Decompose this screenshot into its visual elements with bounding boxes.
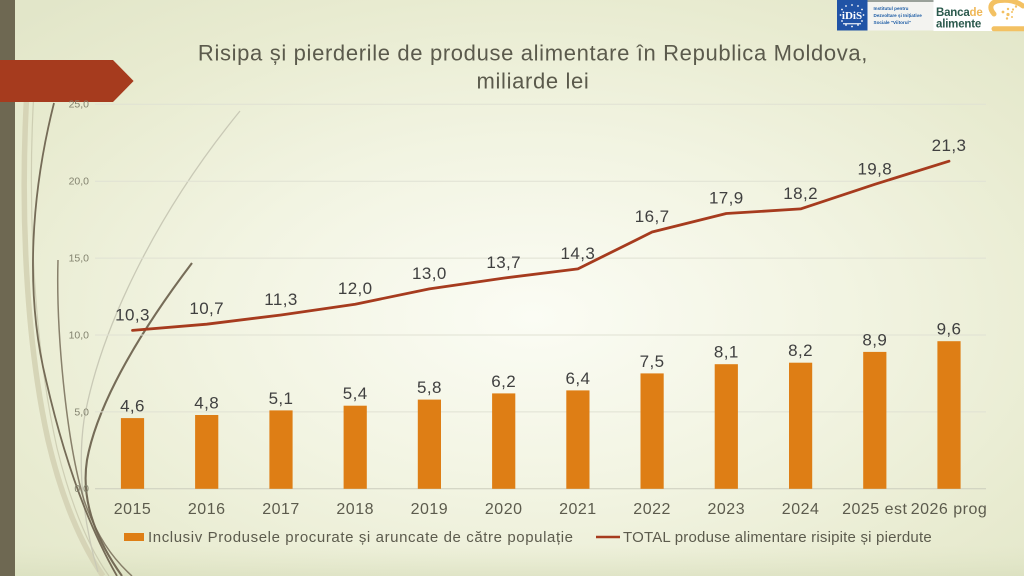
svg-text:0,0: 0,0 [74, 483, 89, 495]
svg-text:miliarde lei: miliarde lei [477, 69, 590, 94]
svg-text:Risipa și pierderile de produs: Risipa și pierderile de produse alimenta… [198, 41, 868, 66]
svg-text:17,9: 17,9 [709, 189, 744, 208]
svg-text:TOTAL produse alimentare risip: TOTAL produse alimentare risipite și pie… [623, 529, 932, 546]
svg-text:2025 est: 2025 est [842, 501, 907, 518]
svg-text:20,0: 20,0 [69, 176, 90, 188]
svg-text:Inclusiv Produsele procurate ș: Inclusiv Produsele procurate și aruncate… [148, 529, 574, 546]
svg-text:13,0: 13,0 [412, 264, 447, 283]
svg-text:2024: 2024 [782, 501, 820, 518]
svg-text:15,0: 15,0 [69, 253, 90, 265]
svg-text:19,8: 19,8 [857, 159, 892, 178]
svg-text:5,8: 5,8 [417, 378, 442, 397]
svg-text:2018: 2018 [336, 501, 374, 518]
svg-text:5,4: 5,4 [343, 384, 368, 403]
svg-text:2022: 2022 [633, 501, 671, 518]
svg-text:9,6: 9,6 [937, 320, 962, 339]
svg-text:14,3: 14,3 [561, 244, 596, 263]
svg-text:2016: 2016 [188, 501, 226, 518]
svg-text:iDiS: iDiS [842, 10, 862, 22]
svg-text:Sociale "Viitorul": Sociale "Viitorul" [874, 20, 911, 25]
svg-text:4,6: 4,6 [120, 397, 145, 416]
svg-text:8,2: 8,2 [788, 341, 813, 360]
svg-text:8,1: 8,1 [714, 343, 739, 362]
svg-text:2017: 2017 [262, 501, 300, 518]
svg-text:2020: 2020 [485, 501, 523, 518]
svg-text:2026 prog: 2026 prog [911, 501, 988, 518]
svg-text:5,0: 5,0 [74, 406, 89, 418]
svg-text:7,5: 7,5 [640, 352, 665, 371]
svg-text:6,4: 6,4 [565, 369, 590, 388]
svg-text:6,2: 6,2 [491, 372, 516, 391]
svg-text:25,0: 25,0 [69, 99, 90, 111]
svg-text:Dezvoltare și Inițiative: Dezvoltare și Inițiative [874, 13, 923, 19]
svg-text:Bancade: Bancade [936, 7, 983, 19]
svg-text:16,7: 16,7 [635, 207, 670, 226]
svg-text:5,1: 5,1 [269, 389, 294, 408]
svg-text:8,9: 8,9 [862, 330, 887, 349]
svg-text:10,0: 10,0 [69, 329, 90, 341]
svg-text:Institutul pentru: Institutul pentru [874, 6, 909, 11]
svg-text:alimente: alimente [936, 19, 981, 31]
svg-text:12,0: 12,0 [338, 279, 373, 298]
svg-text:13,7: 13,7 [486, 253, 521, 272]
svg-text:4,8: 4,8 [194, 394, 219, 413]
svg-text:21,3: 21,3 [932, 136, 967, 155]
svg-text:2021: 2021 [559, 501, 597, 518]
svg-text:10,3: 10,3 [115, 305, 150, 324]
svg-text:18,2: 18,2 [783, 184, 818, 203]
svg-text:2015: 2015 [114, 501, 152, 518]
svg-text:11,3: 11,3 [264, 290, 297, 309]
svg-text:2019: 2019 [411, 501, 449, 518]
svg-text:2023: 2023 [708, 501, 746, 518]
svg-text:10,7: 10,7 [189, 299, 224, 318]
